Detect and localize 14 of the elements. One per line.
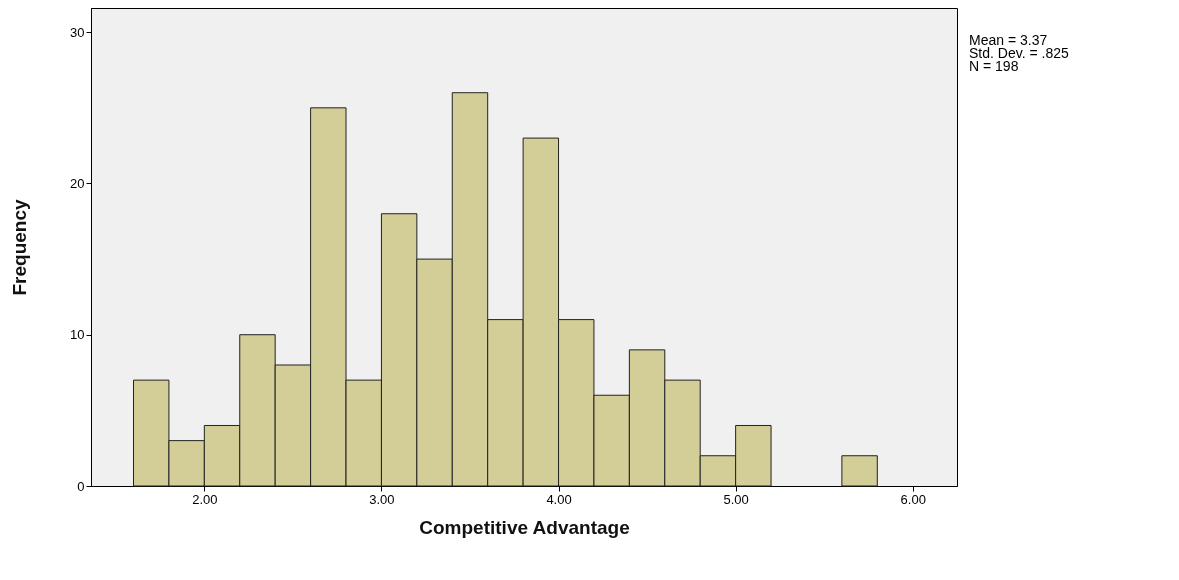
- x-tick-label: 4.00: [546, 491, 572, 507]
- x-tick-label: 6.00: [900, 491, 926, 507]
- y-tick-label: 0: [77, 478, 85, 494]
- y-axis-title: Frequency: [9, 199, 31, 296]
- x-tick-label: 2.00: [192, 491, 218, 507]
- text: Mean = 3.37: [969, 32, 1048, 48]
- y-tick-label: 20: [70, 175, 85, 191]
- y-tick-label: 30: [70, 24, 85, 40]
- text: N = 198: [969, 58, 1019, 74]
- x-tick-label: 3.00: [369, 491, 395, 507]
- y-tick-label: 10: [70, 327, 85, 343]
- text: Std. Dev. = .825: [969, 45, 1069, 61]
- x-axis-title: Competitive Advantage: [419, 516, 630, 538]
- x-tick-label: 5.00: [723, 491, 749, 507]
